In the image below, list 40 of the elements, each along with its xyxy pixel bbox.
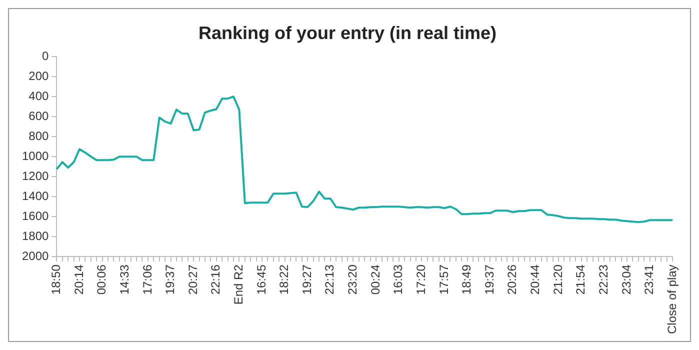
- x-tick-label: 19:27: [300, 264, 314, 295]
- x-tick-label: 20:44: [528, 264, 542, 295]
- y-tick-label: 1200: [22, 168, 50, 183]
- y-tick-label: 600: [28, 108, 50, 123]
- y-tick-label: 1400: [22, 188, 50, 203]
- x-tick-label: 22:23: [596, 264, 610, 295]
- y-tick-label: 800: [28, 128, 50, 143]
- x-tick-label: 20:27: [186, 264, 200, 295]
- x-tick-label: Close of play: [664, 264, 679, 334]
- y-tick-label: 1600: [22, 208, 50, 223]
- x-tick-label: 17:57: [436, 264, 451, 295]
- x-tick-label: 00:24: [368, 264, 382, 295]
- y-tick-label: 400: [28, 88, 50, 103]
- x-tick-label: 23:20: [346, 264, 360, 295]
- x-tick-label: 14:33: [117, 264, 132, 295]
- chart-title: Ranking of your entry (in real time): [198, 22, 497, 43]
- y-tick-label: 0: [42, 48, 50, 63]
- x-tick-label: 23:04: [619, 264, 634, 295]
- x-tick-label: 18:50: [49, 264, 64, 295]
- x-tick-label: 20:14: [72, 264, 86, 295]
- x-tick-label: 20:26: [505, 264, 520, 295]
- y-tick-label: 1000: [22, 148, 50, 163]
- x-tick-label: End R2: [232, 264, 246, 305]
- y-tick-label: 1800: [22, 228, 50, 243]
- x-tick-label: 19:37: [482, 264, 496, 295]
- y-tick-label: 2000: [22, 248, 50, 263]
- x-tick-label: 18:22: [277, 264, 292, 295]
- x-tick-label: 22:16: [208, 264, 223, 295]
- x-tick-label: 21:54: [574, 264, 588, 295]
- x-tick-label: 19:37: [163, 264, 178, 295]
- x-tick-label: 22:13: [322, 264, 337, 295]
- x-tick-label: 17:20: [414, 264, 428, 295]
- x-tick-label: 21:20: [550, 264, 565, 295]
- y-tick-label: 200: [28, 68, 50, 83]
- x-tick-label: 18:49: [460, 264, 474, 295]
- x-tick-label: 16:45: [254, 264, 268, 295]
- x-tick-label: 16:03: [391, 264, 406, 295]
- x-tick-label: 17:06: [140, 264, 154, 295]
- x-tick-label: 23:41: [642, 264, 656, 295]
- x-tick-label: 00:06: [94, 264, 109, 295]
